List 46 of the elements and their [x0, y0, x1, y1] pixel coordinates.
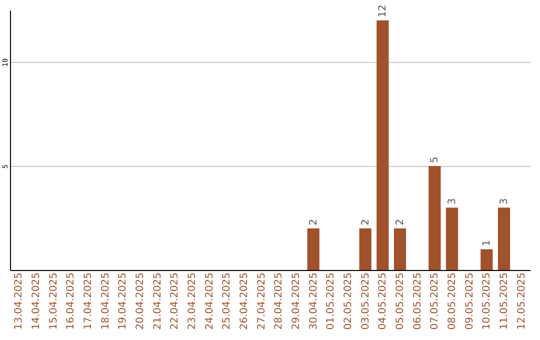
x-tick-label: 22.04.2025 — [170, 272, 181, 330]
data-label: 2 — [360, 219, 372, 226]
bar — [359, 228, 372, 270]
x-tick-label: 04.05.2025 — [378, 272, 389, 330]
x-tick-label: 27.04.2025 — [256, 272, 268, 330]
bar — [498, 208, 510, 270]
x-tick-label: 07.05.2025 — [430, 272, 441, 330]
x-tick-label: 05.05.2025 — [395, 272, 406, 330]
x-tick-label: 15.04.2025 — [48, 272, 60, 330]
x-tick-label: 16.04.2025 — [66, 272, 77, 330]
x-tick-label: 02.05.2025 — [343, 272, 354, 330]
bar — [307, 228, 320, 270]
data-label: 3 — [499, 198, 510, 205]
data-label: 1 — [482, 240, 493, 246]
x-tick-label: 11.05.2025 — [499, 272, 510, 330]
x-tick-label: 01.05.2025 — [326, 272, 337, 330]
x-tick-label: 18.04.2025 — [100, 272, 112, 330]
data-label: 5 — [430, 156, 441, 163]
x-tick-label: 25.04.2025 — [222, 272, 233, 330]
x-tick-label: 28.04.2025 — [274, 272, 285, 330]
data-label: 3 — [447, 198, 458, 205]
x-tick-label: 19.04.2025 — [118, 272, 129, 330]
x-tick-label: 08.05.2025 — [447, 272, 458, 330]
data-label: 2 — [308, 219, 320, 226]
bar — [428, 166, 441, 270]
bar — [376, 20, 389, 270]
x-tick-label: 10.05.2025 — [482, 272, 493, 330]
x-tick-label: 26.04.2025 — [239, 272, 250, 330]
x-tick-label: 21.04.2025 — [152, 272, 164, 330]
x-tick-label: 17.04.2025 — [83, 272, 94, 330]
x-tick-label: 14.04.2025 — [31, 272, 42, 330]
x-tick-label: 23.04.2025 — [187, 272, 198, 330]
x-tick-label: 13.04.2025 — [14, 272, 25, 330]
bar — [446, 208, 458, 270]
data-label: 2 — [395, 219, 406, 226]
x-tick-label: 30.04.2025 — [308, 272, 320, 330]
x-tick-label: 03.05.2025 — [360, 272, 372, 330]
data-label: 12 — [378, 4, 389, 18]
bar — [480, 249, 493, 270]
x-tick-label: 12.05.2025 — [516, 272, 528, 330]
x-tick-label: 29.04.2025 — [291, 272, 302, 330]
bar — [394, 228, 406, 270]
x-tick-label: 24.04.2025 — [204, 272, 216, 330]
x-tick-label: 20.04.2025 — [135, 272, 146, 330]
x-tick-label: 06.05.2025 — [412, 272, 424, 330]
x-tick-label: 09.05.2025 — [464, 272, 476, 330]
